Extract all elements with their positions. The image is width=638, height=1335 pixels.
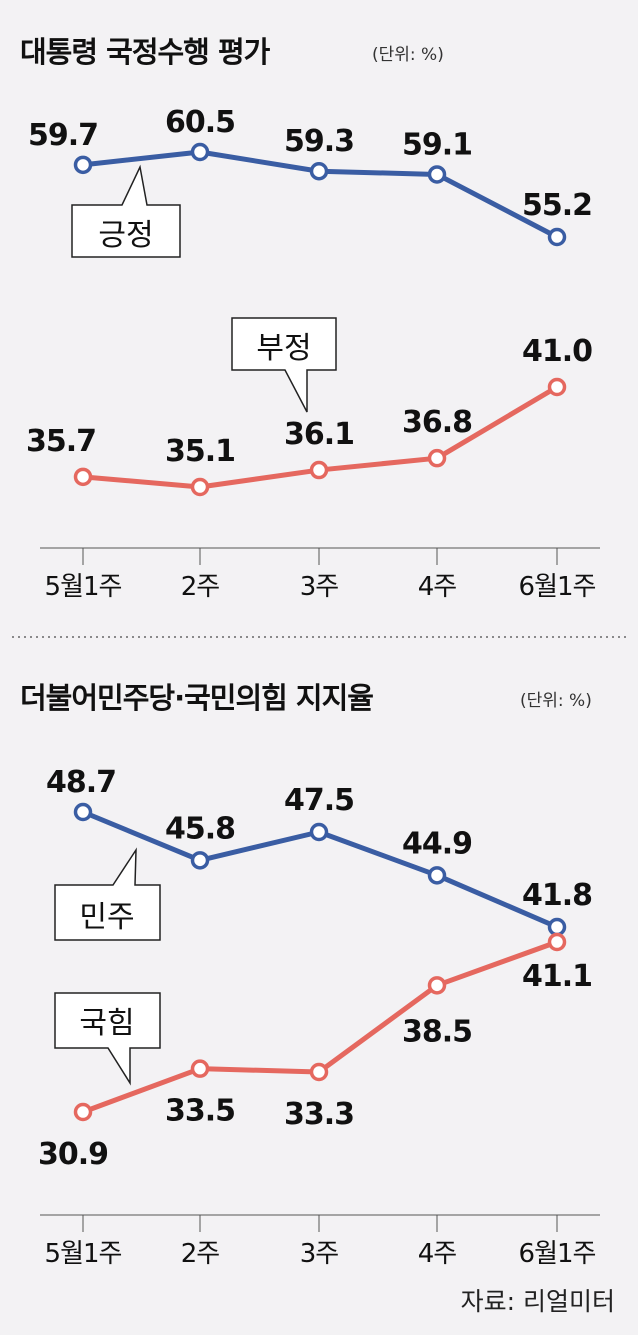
x-tick-label: 4주 — [418, 572, 457, 602]
data-label: 41.8 — [522, 878, 592, 913]
data-label: 41.0 — [522, 334, 592, 369]
x-tick-label: 4주 — [418, 1239, 457, 1269]
data-point — [190, 477, 210, 497]
data-point — [547, 917, 567, 937]
data-label: 44.9 — [402, 826, 472, 861]
data-label: 60.5 — [165, 105, 235, 140]
data-point — [427, 976, 447, 995]
data-label: 30.9 — [38, 1137, 108, 1172]
data-label: 33.3 — [284, 1097, 354, 1132]
data-point — [427, 866, 447, 885]
data-label: 48.7 — [46, 765, 116, 800]
x-tick-label: 2주 — [181, 1239, 220, 1269]
series-callout-box — [54, 847, 161, 941]
data-label: 59.1 — [402, 127, 472, 162]
data-point — [190, 1059, 210, 1078]
series-callout-box — [231, 317, 337, 413]
series-callout-box — [71, 164, 181, 258]
data-label: 36.8 — [402, 405, 472, 440]
data-label: 47.5 — [284, 783, 354, 818]
data-point — [547, 377, 567, 397]
series-callout-label: 긍정 — [98, 218, 153, 253]
series-callout-label: 국힘 — [79, 1006, 134, 1041]
data-point — [309, 161, 329, 181]
chart-unit-label: (단위: %) — [520, 691, 592, 711]
x-tick-label: 5월1주 — [45, 1239, 122, 1269]
x-tick-label: 2주 — [181, 572, 220, 602]
chart-title: 대통령 국정수행 평가 — [20, 35, 271, 69]
data-label: 41.1 — [522, 959, 592, 994]
chart-unit-label: (단위: %) — [372, 45, 444, 65]
data-point — [427, 448, 447, 468]
data-label: 36.1 — [284, 417, 354, 452]
data-point — [73, 1102, 93, 1122]
data-point — [547, 227, 567, 247]
data-label: 35.1 — [165, 434, 235, 469]
data-label: 33.5 — [165, 1094, 235, 1129]
series-callout-label: 민주 — [79, 900, 134, 935]
data-point — [73, 467, 93, 487]
data-point — [73, 802, 93, 822]
x-tick-label: 5월1주 — [45, 572, 122, 602]
x-tick-label: 3주 — [300, 572, 339, 602]
data-point — [190, 142, 210, 162]
source-label: 자료: 리얼미터 — [461, 1287, 615, 1316]
data-point — [190, 851, 210, 870]
chart-title: 더불어민주당·국민의힘 지지율 — [20, 681, 373, 715]
series-callout-box — [54, 992, 161, 1086]
data-point — [73, 155, 93, 175]
data-point — [547, 932, 567, 952]
data-label: 59.7 — [28, 118, 98, 153]
x-tick-label: 6월1주 — [519, 1239, 596, 1269]
data-label: 38.5 — [402, 1014, 472, 1049]
data-point — [309, 460, 329, 480]
data-point — [309, 822, 329, 842]
data-point — [427, 165, 447, 184]
data-label: 35.7 — [26, 424, 96, 459]
data-label: 55.2 — [522, 188, 592, 223]
x-tick-label: 3주 — [300, 1239, 339, 1269]
data-point — [309, 1062, 329, 1082]
series-callout-label: 부정 — [256, 331, 311, 366]
data-label: 59.3 — [284, 124, 354, 159]
x-tick-label: 6월1주 — [519, 572, 596, 602]
data-label: 45.8 — [165, 811, 235, 846]
